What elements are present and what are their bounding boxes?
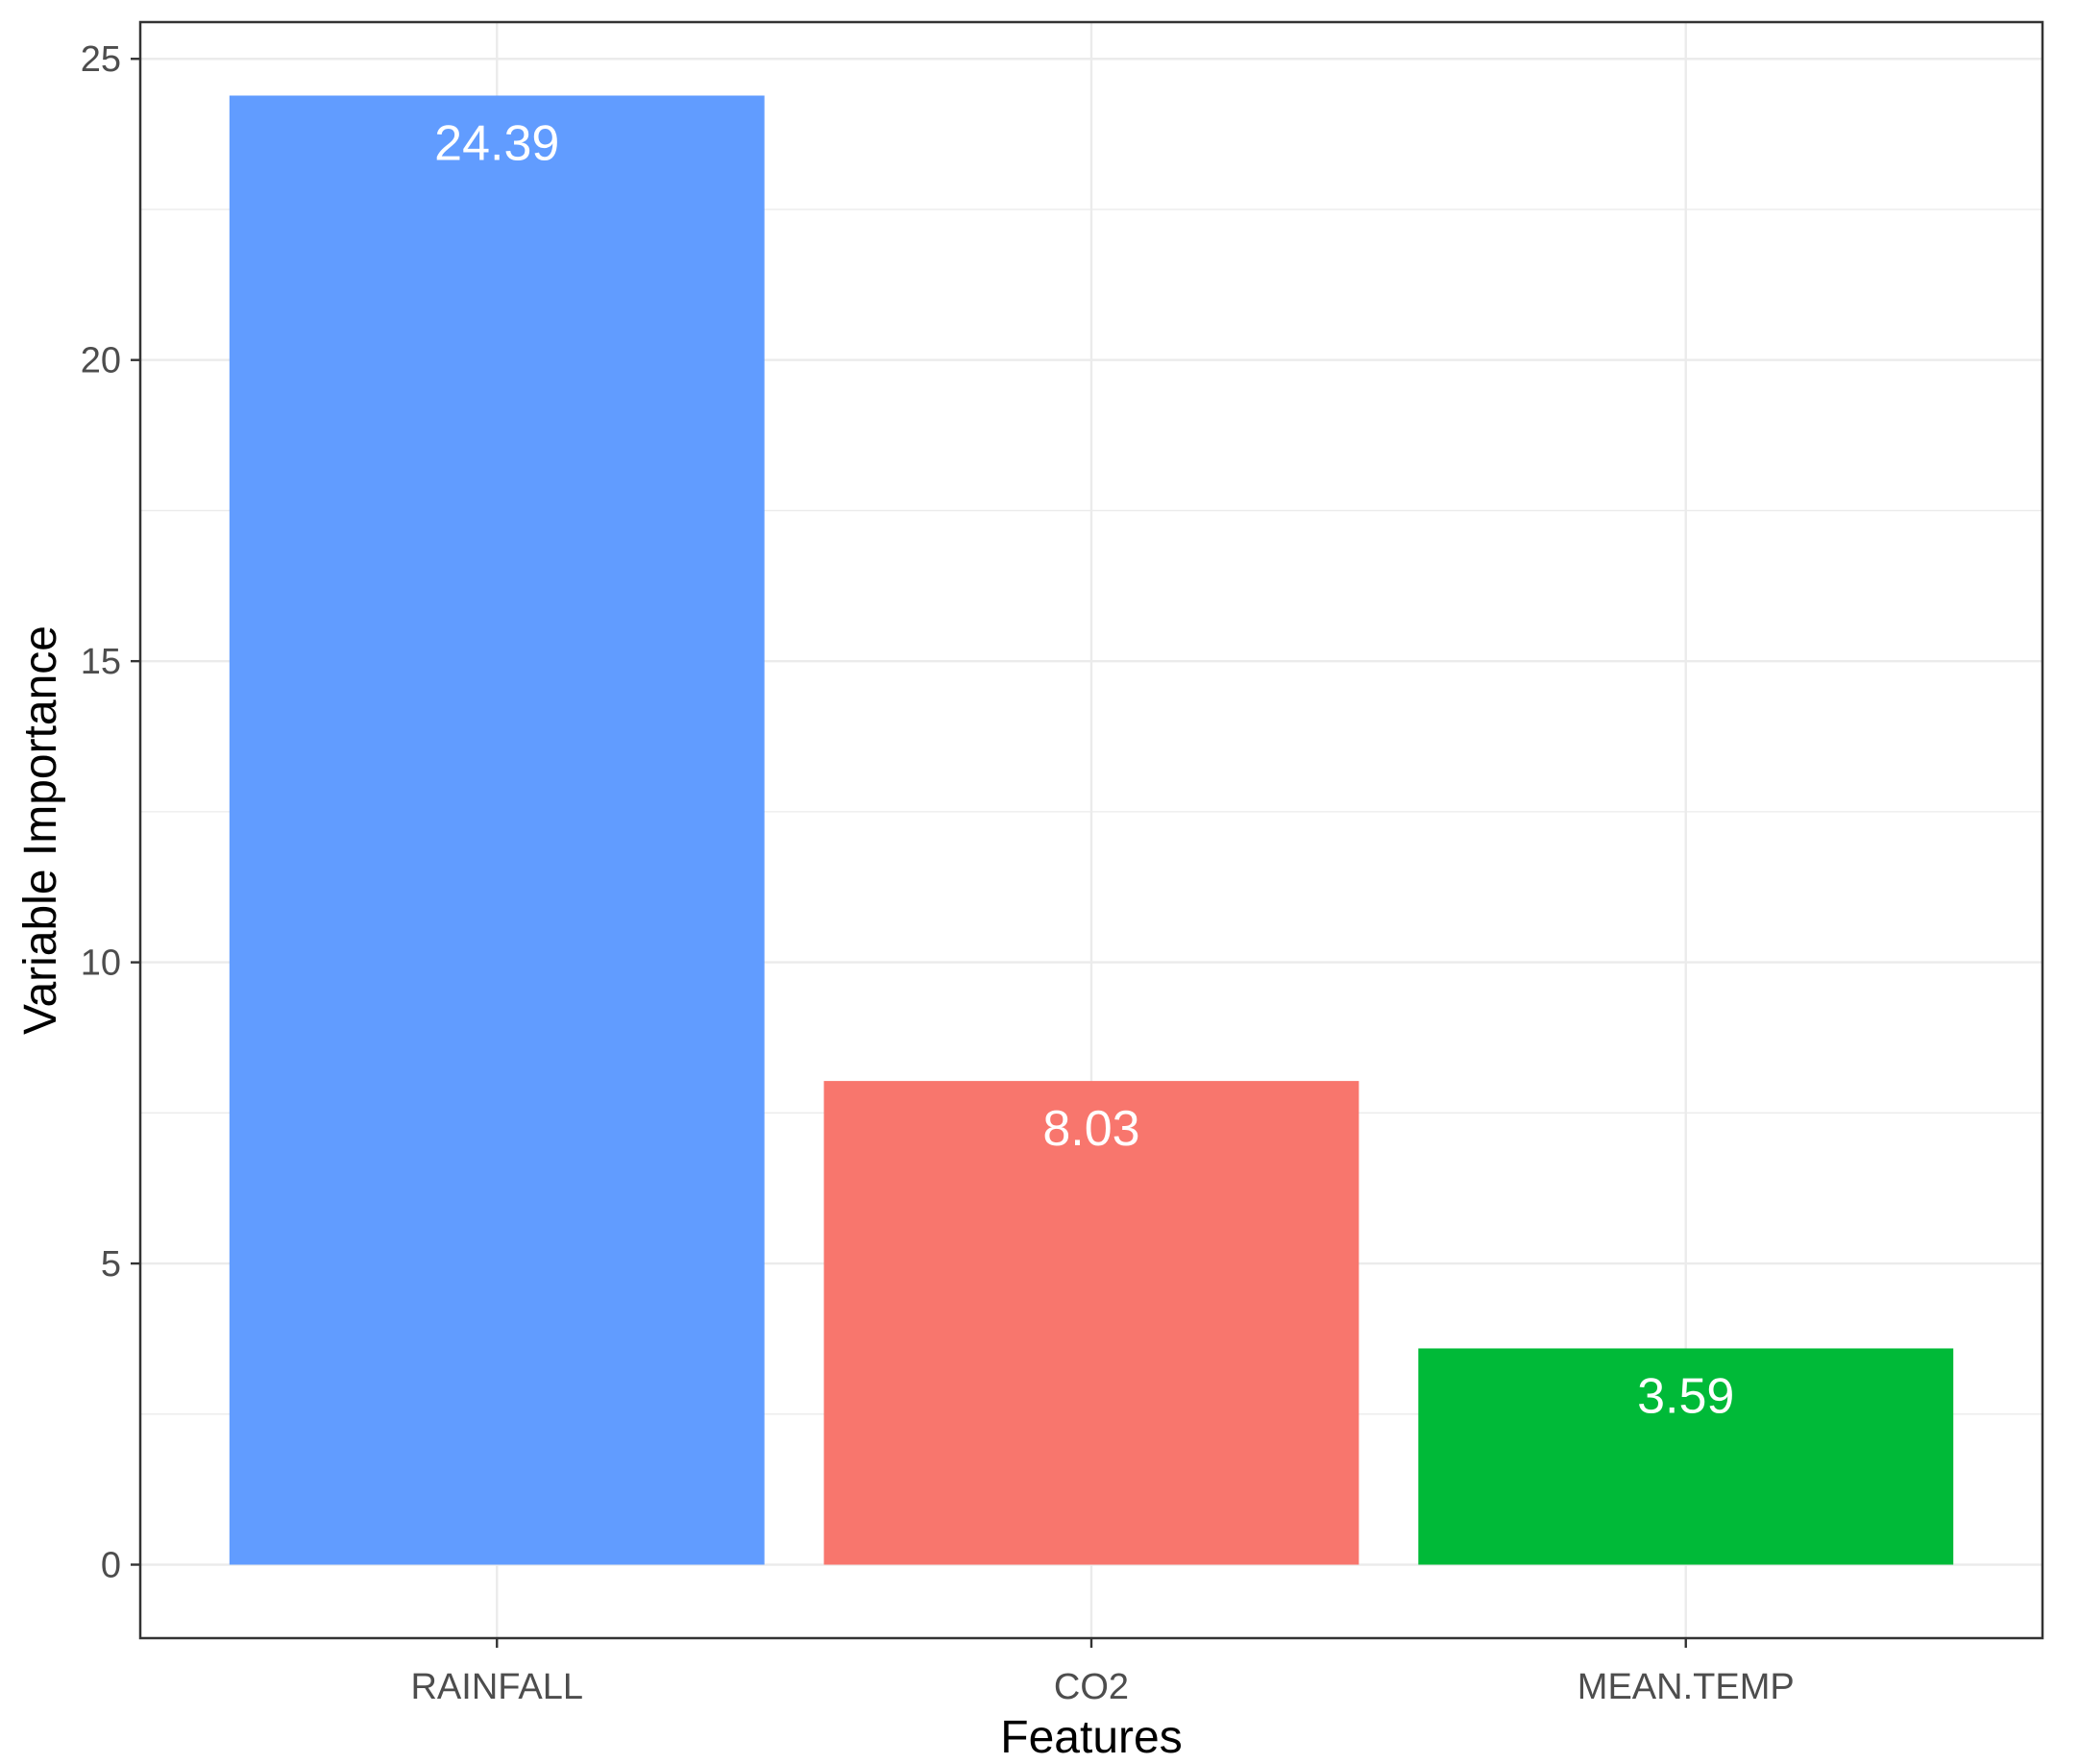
y-tick-label: 25 [81, 39, 121, 80]
bar-rainfall [229, 95, 765, 1565]
bar-value-label: 3.59 [1637, 1368, 1734, 1424]
x-tick-label: RAINFALL [410, 1667, 583, 1707]
y-tick-label: 10 [81, 943, 121, 984]
bar-value-labels: 24.39 8.03 3.59 [434, 115, 1734, 1424]
bar-mean-temp [1418, 1348, 1954, 1565]
x-tick-label: CO2 [1054, 1667, 1129, 1707]
y-tick-label: 15 [81, 642, 121, 682]
y-tick-label: 20 [81, 341, 121, 381]
bar-value-label: 8.03 [1042, 1101, 1139, 1157]
bar-co2 [823, 1081, 1359, 1565]
bar-value-label: 24.39 [434, 115, 559, 171]
y-tick-label: 5 [101, 1244, 121, 1285]
x-axis-title: Features [1000, 1712, 1182, 1763]
y-axis-title: Variable Importance [15, 625, 66, 1035]
bars [229, 95, 1954, 1565]
y-axis: 0 5 10 15 20 25 [81, 39, 140, 1586]
x-tick-label: MEAN.TEMP [1578, 1667, 1795, 1707]
x-axis: RAINFALL CO2 MEAN.TEMP [410, 1638, 1795, 1707]
y-tick-label: 0 [101, 1546, 121, 1586]
